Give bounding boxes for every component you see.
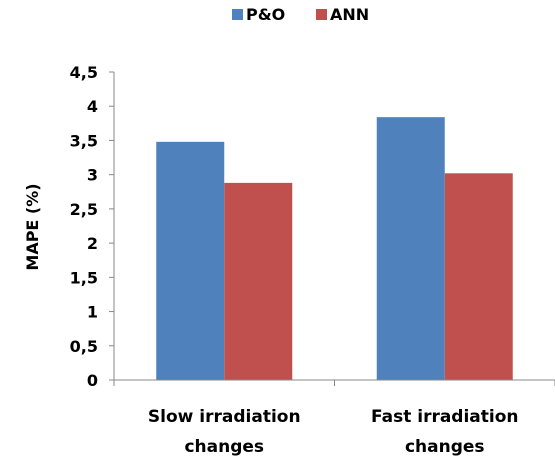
x-category-label: changes	[405, 437, 485, 457]
y-axis-ticks: 0 0,5 1 1,5 2 2,5 3 3,5 4 4,5	[70, 63, 114, 390]
bar-po-2	[376, 117, 445, 380]
legend-swatch-ann	[316, 9, 327, 20]
y-tick-label: 2,5	[70, 200, 98, 219]
y-tick-label: 2	[87, 234, 98, 253]
legend-label-po: P&O	[246, 5, 285, 24]
y-tick-label: 3	[87, 166, 98, 185]
y-tick-label: 1	[87, 303, 98, 322]
bar-ann-1	[224, 182, 293, 380]
y-tick-label: 4,5	[70, 63, 98, 82]
legend: P&O ANN	[232, 5, 369, 24]
y-tick-label: 3,5	[70, 131, 98, 150]
y-tick-label: 0	[87, 371, 98, 390]
bars	[156, 117, 513, 380]
bar-po-1	[156, 141, 225, 380]
bar-ann-2	[444, 173, 513, 380]
x-axis-categories: Slow irradiation changes Fast irradiation c…	[113, 380, 555, 457]
legend-swatch-po	[232, 9, 243, 20]
y-tick-label: 0,5	[70, 337, 98, 356]
y-tick-label: 4	[87, 97, 98, 116]
x-category-label: changes	[184, 437, 264, 457]
y-axis-label: MAPE (%)	[23, 183, 42, 270]
x-category-label: Fast irradiation	[371, 407, 519, 427]
x-category-label: Slow irradiation	[148, 407, 301, 427]
legend-label-ann: ANN	[330, 5, 369, 24]
y-tick-label: 1,5	[70, 268, 98, 287]
